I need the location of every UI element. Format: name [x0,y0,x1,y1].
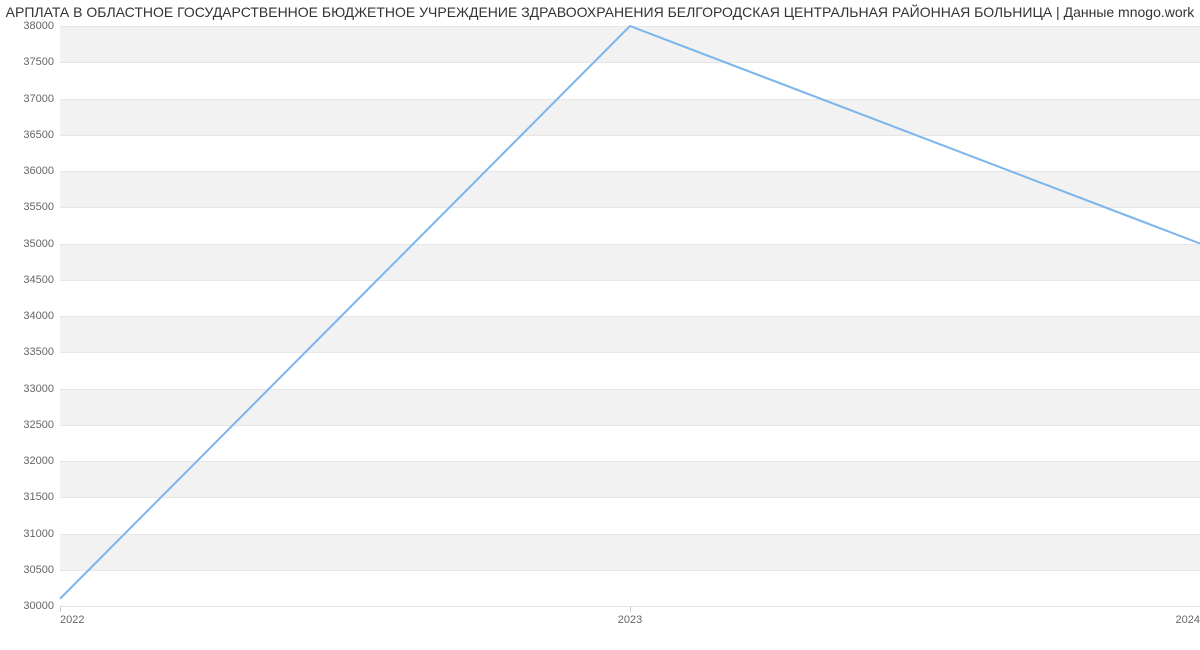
y-tick-label: 38000 [23,20,54,32]
y-axis: 3000030500310003150032000325003300033500… [0,26,60,606]
y-tick-label: 33500 [23,346,54,358]
chart-area: 30000 30500 31000 31500 32000 32500 33000 33500… [0,26,1200,650]
x-tick-label: 2022 [60,614,84,626]
y-tick-label: 30000 [23,600,54,612]
y-tick-label: 35000 [23,238,54,250]
chart-title: АРПЛАТА В ОБЛАСТНОЕ ГОСУДАРСТВЕННОЕ БЮДЖ… [0,0,1200,28]
y-tick-label: 31500 [23,491,54,503]
y-tick-label: 34000 [23,310,54,322]
y-tick-label: 35500 [23,201,54,213]
plot-area [60,26,1200,606]
x-tick-label: 2024 [1176,614,1200,626]
x-tick-mark [630,606,631,612]
y-tick-label: 30500 [23,564,54,576]
series-line [60,26,1200,599]
x-tick-label: 2023 [618,614,642,626]
y-tick-label: 36500 [23,129,54,141]
y-tick-label: 32000 [23,455,54,467]
y-tick-label: 37000 [23,93,54,105]
line-series [60,26,1200,606]
y-tick-label: 32500 [23,419,54,431]
chart-container: АРПЛАТА В ОБЛАСТНОЕ ГОСУДАРСТВЕННОЕ БЮДЖ… [0,0,1200,650]
y-tick-label: 36000 [23,165,54,177]
x-tick-mark [60,606,61,612]
y-tick-label: 33000 [23,383,54,395]
y-tick-label: 34500 [23,274,54,286]
y-tick-label: 31000 [23,528,54,540]
y-tick-label: 37500 [23,56,54,68]
x-axis: 2022 2023 2024 [60,606,1200,636]
